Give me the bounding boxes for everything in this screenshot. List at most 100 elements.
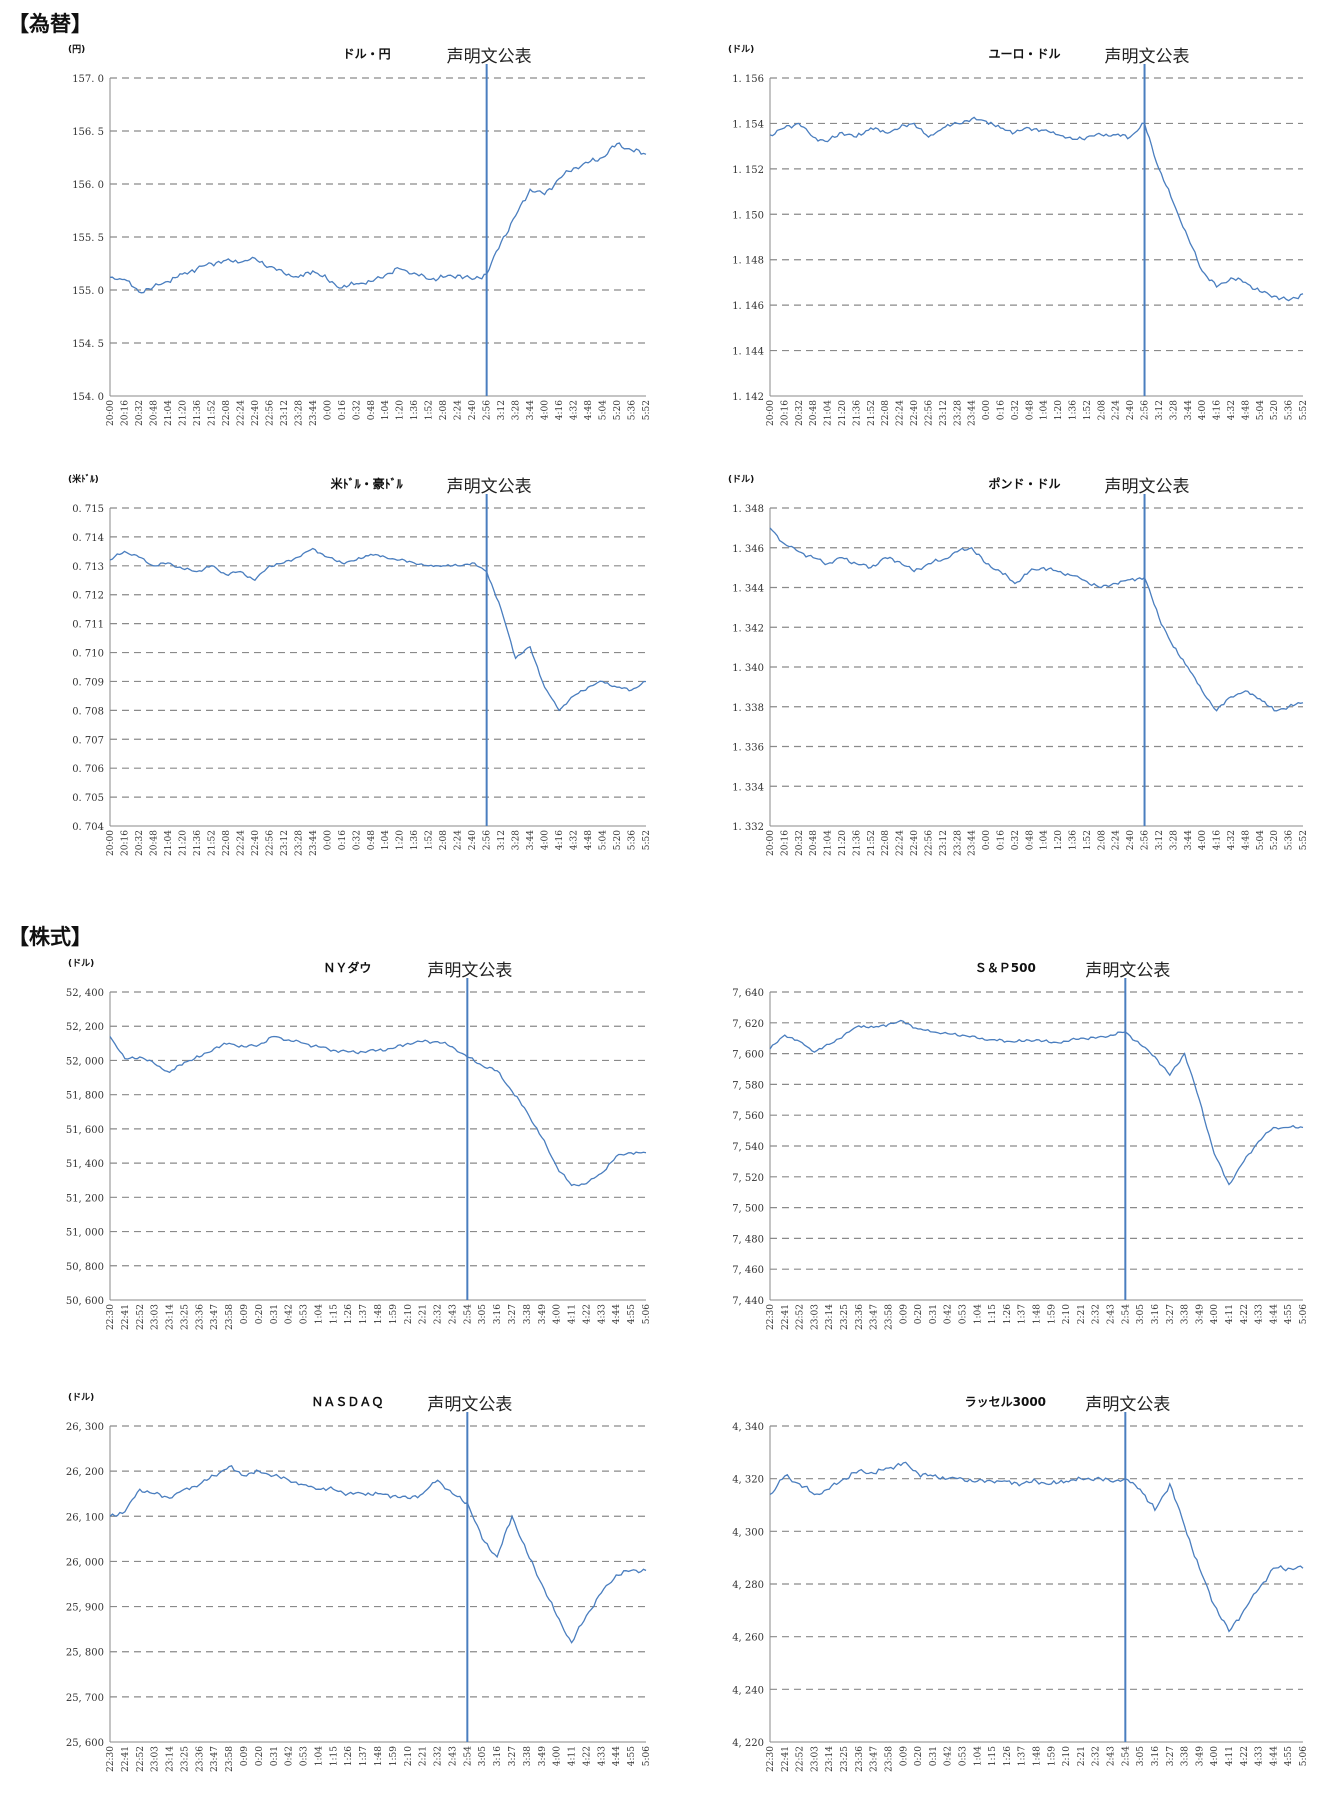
x-tick-label: 22:56 — [265, 830, 275, 856]
x-tick-label: 0:53 — [958, 1746, 968, 1766]
x-tick-label: 2:24 — [1112, 400, 1122, 420]
x-tick-label: 23:36 — [195, 1304, 205, 1330]
x-tick-label: 1:52 — [1083, 830, 1093, 850]
x-tick-label: 3:49 — [1195, 1746, 1205, 1766]
x-tick-label: 2:43 — [448, 1304, 458, 1324]
x-tick-label: 3:12 — [1155, 830, 1165, 850]
x-tick-label: 21:36 — [193, 400, 203, 426]
x-tick-label: 22:08 — [881, 830, 891, 856]
x-tick-label: 1:04 — [1040, 830, 1050, 850]
x-tick-label: 3:16 — [493, 1304, 503, 1324]
y-tick-label: 52, 400 — [66, 988, 104, 999]
x-tick-label: 2:54 — [463, 1746, 473, 1766]
x-tick-label: 23:36 — [195, 1746, 205, 1772]
x-tick-label: 5:04 — [1256, 400, 1266, 420]
x-tick-label: 21:20 — [838, 400, 848, 426]
chart-russell3000: 4, 220 4, 240 4, 260 4, 280 4, 300 4, 320 4, 3… — [660, 1392, 1317, 1800]
x-tick-label: 3:27 — [508, 1304, 518, 1324]
x-tick-label: 0:00 — [323, 400, 333, 420]
announcement-label: 声明文公表 — [447, 477, 532, 497]
x-tick-label: 22:52 — [796, 1746, 806, 1772]
x-tick-label: 2:21 — [1077, 1304, 1087, 1324]
section-title-stocks: 【株式】 — [8, 925, 92, 949]
x-tick-label: 1:20 — [396, 400, 406, 420]
y-tick-label: 156. 0 — [72, 180, 104, 191]
x-tick-label: 5:20 — [1270, 830, 1280, 850]
x-tick-label: 23:25 — [180, 1746, 190, 1772]
x-tick-label: 3:05 — [478, 1304, 488, 1324]
x-tick-label: 3:49 — [1195, 1304, 1205, 1324]
y-tick-label: 1. 348 — [732, 504, 764, 515]
x-tick-label: 1:04 — [973, 1746, 983, 1766]
y-axis-unit: (円) — [68, 44, 85, 55]
x-tick-label: 3:28 — [1169, 400, 1179, 420]
chart-title: ＮＹダウ — [323, 960, 371, 975]
x-tick-label: 21:20 — [838, 830, 848, 856]
x-tick-label: 22:08 — [881, 400, 891, 426]
chart-usdjpy: 154. 0 154. 5 155. 0 155. 5 156. 0 156. 5 157.… — [0, 44, 660, 454]
x-tick-label: 2:40 — [468, 400, 478, 420]
x-tick-label: 20:00 — [766, 830, 776, 856]
x-tick-label: 4:22 — [1240, 1304, 1250, 1324]
x-tick-label: 2:08 — [1097, 830, 1107, 850]
x-tick-label: 1:59 — [389, 1304, 399, 1324]
x-tick-label: 1:48 — [374, 1746, 384, 1766]
y-tick-label: 0. 708 — [72, 706, 104, 717]
x-tick-label: 1:15 — [329, 1746, 339, 1766]
x-tick-label: 1:20 — [1054, 830, 1064, 850]
x-tick-label: 0:32 — [352, 830, 362, 850]
x-tick-label: 4:00 — [553, 1304, 563, 1324]
x-tick-label: 1:37 — [359, 1304, 369, 1324]
x-tick-label: 21:36 — [852, 400, 862, 426]
y-tick-label: 7, 620 — [732, 1019, 764, 1030]
x-tick-label: 22:41 — [121, 1304, 131, 1330]
x-tick-label: 23:28 — [294, 400, 304, 426]
x-tick-label: 22:56 — [265, 400, 275, 426]
y-tick-label: 25, 800 — [66, 1648, 104, 1659]
x-tick-label: 22:08 — [222, 400, 232, 426]
announcement-label: 声明文公表 — [1085, 1395, 1170, 1415]
y-tick-label: 26, 100 — [66, 1512, 104, 1523]
x-tick-label: 23:47 — [870, 1304, 880, 1330]
x-tick-label: 1:26 — [1003, 1304, 1013, 1324]
x-tick-label: 1:37 — [359, 1746, 369, 1766]
x-tick-label: 23:28 — [953, 400, 963, 426]
y-tick-label: 1. 150 — [732, 210, 764, 221]
y-tick-label: 7, 520 — [732, 1173, 764, 1184]
y-tick-label: 51, 400 — [66, 1159, 104, 1170]
x-tick-label: 2:32 — [434, 1304, 444, 1324]
x-tick-label: 0:31 — [929, 1746, 939, 1766]
y-tick-label: 1. 142 — [732, 392, 764, 403]
y-tick-label: 26, 200 — [66, 1467, 104, 1478]
x-tick-label: 5:06 — [1299, 1746, 1309, 1766]
chart-eurusd: 1. 142 1. 144 1. 146 1. 148 1. 150 1. 152 1. 1… — [660, 44, 1317, 454]
x-tick-label: 4:55 — [1284, 1746, 1294, 1766]
y-axis-unit: (ドル) — [728, 44, 754, 55]
x-tick-label: 0:31 — [929, 1304, 939, 1324]
x-tick-label: 5:04 — [599, 830, 609, 850]
x-tick-label: 23:28 — [294, 830, 304, 856]
x-tick-label: 0:00 — [982, 830, 992, 850]
x-tick-label: 5:36 — [628, 400, 638, 420]
y-tick-label: 154. 0 — [72, 392, 104, 403]
x-tick-label: 2:08 — [439, 400, 449, 420]
y-tick-label: 157. 0 — [72, 74, 104, 85]
x-tick-label: 2:32 — [1092, 1746, 1102, 1766]
x-tick-label: 5:36 — [1285, 400, 1295, 420]
x-tick-label: 0:48 — [1025, 400, 1035, 420]
x-tick-label: 2:21 — [1077, 1746, 1087, 1766]
y-tick-label: 1. 346 — [732, 544, 764, 555]
y-tick-label: 155. 5 — [72, 233, 104, 244]
x-tick-label: 4:32 — [1227, 400, 1237, 420]
x-tick-label: 23:03 — [151, 1746, 161, 1772]
chart-title: ドル・円 — [343, 47, 391, 61]
x-tick-label: 4:11 — [568, 1746, 578, 1766]
chart-title: ユーロ・ドル — [989, 47, 1061, 61]
x-tick-label: 3:38 — [523, 1304, 533, 1324]
y-tick-label: 1. 344 — [732, 584, 764, 595]
x-tick-label: 22:30 — [106, 1746, 116, 1772]
series-line — [769, 1461, 1304, 1633]
y-tick-label: 51, 800 — [66, 1091, 104, 1102]
x-tick-label: 5:52 — [1299, 830, 1309, 850]
x-tick-label: 21:52 — [207, 830, 217, 856]
